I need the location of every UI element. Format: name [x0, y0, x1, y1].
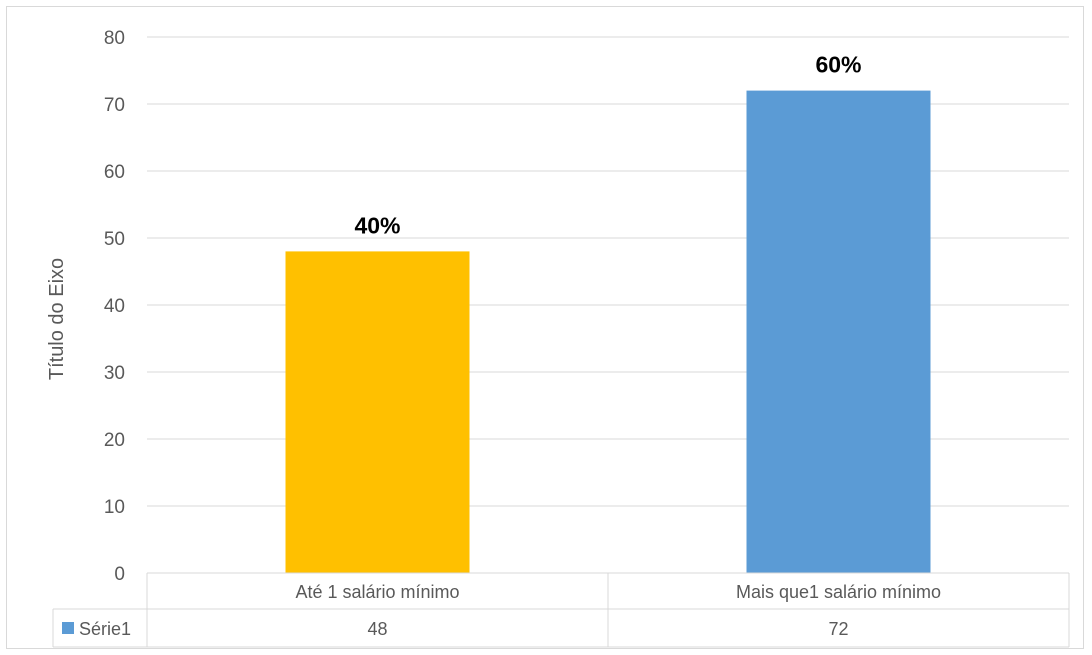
y-tick-label: 70: [104, 95, 125, 116]
y-tick-label: 80: [104, 28, 125, 49]
data-label: 60%: [815, 52, 861, 78]
bar: [285, 251, 470, 573]
data-label: 40%: [354, 212, 400, 238]
y-tick-label: 10: [104, 497, 125, 518]
bars: [285, 90, 931, 573]
chart-frame: 0 10 20 30 40 50 60 70 80 40% 60% Até 1 salário m…: [6, 6, 1084, 649]
y-axis-ticks: 0 10 20 30 40 50 60 70 80: [104, 28, 125, 585]
data-table: Até 1 salário mínimo 48 Mais que1 salário …: [52, 572, 1070, 648]
y-tick-label: 40: [104, 296, 125, 317]
bar: [746, 90, 931, 573]
table-value: 72: [828, 619, 848, 639]
data-labels: 40% 60%: [354, 52, 861, 239]
y-tick-label: 0: [114, 564, 125, 585]
y-tick-label: 60: [104, 162, 125, 183]
table-value: 48: [367, 619, 387, 639]
gridlines: [147, 36, 1069, 507]
legend-swatch: [62, 622, 74, 634]
category-label: Até 1 salário mínimo: [295, 582, 459, 602]
y-tick-label: 30: [104, 363, 125, 384]
bar-chart: 0 10 20 30 40 50 60 70 80 40% 60% Até 1 salário m…: [46, 28, 1070, 648]
y-tick-label: 20: [104, 430, 125, 451]
y-axis-title: Título do Eixo: [46, 258, 68, 380]
legend-series-name: Série1: [79, 619, 131, 639]
y-tick-label: 50: [104, 229, 125, 250]
category-label: Mais que1 salário mínimo: [736, 582, 941, 602]
